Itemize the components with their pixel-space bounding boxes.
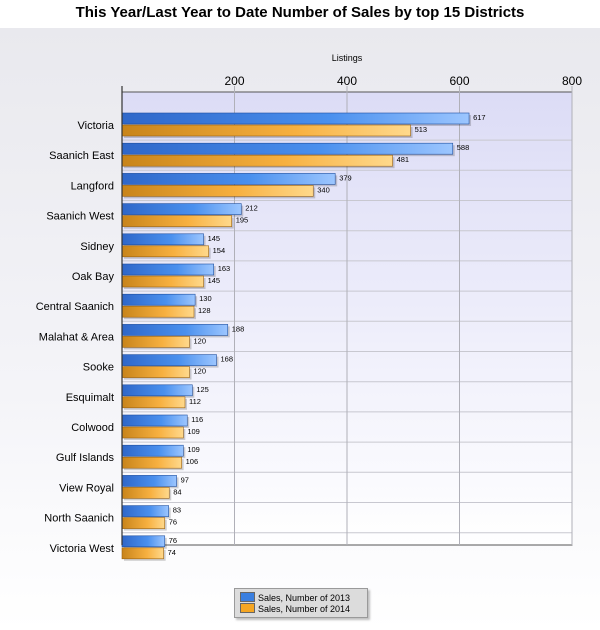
legend-swatch-2013 xyxy=(240,592,255,602)
data-label: 76 xyxy=(169,536,177,545)
data-label: 130 xyxy=(199,294,212,303)
data-label: 145 xyxy=(208,234,221,243)
bar-2014 xyxy=(121,245,209,258)
bar-2014 xyxy=(121,366,190,378)
chart-title: This Year/Last Year to Date Number of Sa… xyxy=(75,4,525,21)
data-label: 76 xyxy=(169,518,177,527)
legend-swatch-2014 xyxy=(240,603,255,613)
category-label: Saanich West xyxy=(46,211,114,223)
bar-2014 xyxy=(121,305,195,318)
bar-2014 xyxy=(121,154,393,167)
legend-label-2013: Sales, Number of 2013 xyxy=(258,593,351,603)
data-label: 128 xyxy=(198,306,211,315)
category-label: Victoria xyxy=(78,120,115,132)
bar-2014 xyxy=(121,336,190,348)
x-tick-label: 200 xyxy=(224,74,244,88)
bar-2013 xyxy=(121,173,336,185)
data-label: 84 xyxy=(173,487,181,496)
data-label: 120 xyxy=(194,367,207,376)
legend-label-2014: Sales, Number of 2014 xyxy=(258,604,351,614)
bar-2014 xyxy=(121,487,170,499)
bar-2013 xyxy=(121,414,188,427)
bar-2013 xyxy=(121,112,470,125)
data-label: 97 xyxy=(181,475,189,484)
category-label: Colwood xyxy=(71,422,114,434)
data-label: 588 xyxy=(457,143,470,152)
bar-2013 xyxy=(121,505,169,517)
bar-2013 xyxy=(121,444,184,457)
category-label: Victoria West xyxy=(50,543,114,555)
bar-2013 xyxy=(121,384,193,397)
category-label: Oak Bay xyxy=(72,271,115,283)
data-label: 168 xyxy=(221,355,234,364)
category-label: Saanich East xyxy=(49,150,114,162)
category-label: View Royal xyxy=(59,482,114,494)
bar-2014 xyxy=(121,517,166,529)
category-label: Malahat & Area xyxy=(39,331,115,343)
bar-2013 xyxy=(121,293,196,306)
bar-2013 xyxy=(121,535,166,548)
bar-2014 xyxy=(121,456,182,469)
data-label: 212 xyxy=(245,204,258,213)
category-label: Sooke xyxy=(83,362,114,374)
bar-2014 xyxy=(121,396,186,409)
data-label: 513 xyxy=(415,125,428,134)
data-label: 145 xyxy=(208,276,221,285)
category-label: Central Saanich xyxy=(36,301,114,313)
data-label: 340 xyxy=(317,185,330,194)
x-tick-label: 600 xyxy=(449,74,469,88)
data-label: 112 xyxy=(189,397,201,406)
data-label: 195 xyxy=(236,216,249,225)
legend-item-2013: Sales, Number of 2013 xyxy=(240,592,350,603)
category-label: Langford xyxy=(71,180,114,192)
bar-2014 xyxy=(121,547,164,560)
category-label: North Saanich xyxy=(44,513,114,525)
data-label: 109 xyxy=(187,427,200,436)
bar-2014 xyxy=(121,215,232,227)
bar-2014 xyxy=(121,426,184,439)
data-label: 188 xyxy=(232,324,245,333)
x-tick-label: 800 xyxy=(562,74,582,88)
data-label: 74 xyxy=(168,548,176,557)
data-label: 109 xyxy=(187,445,200,454)
bar-2014 xyxy=(121,124,411,137)
legend-item-2014: Sales, Number of 2014 xyxy=(240,603,350,614)
data-label: 120 xyxy=(194,336,207,345)
data-label: 617 xyxy=(473,113,486,122)
data-label: 83 xyxy=(173,506,181,515)
data-label: 481 xyxy=(397,155,410,164)
category-label: Esquimalt xyxy=(66,392,114,404)
data-label: 379 xyxy=(339,173,352,182)
legend: Sales, Number of 2013 Sales, Number of 2… xyxy=(234,588,368,618)
data-label: 116 xyxy=(191,415,203,424)
bar-2013 xyxy=(121,263,214,276)
data-label: 163 xyxy=(218,264,231,273)
bar-2013 xyxy=(121,475,177,487)
bar-2013 xyxy=(121,203,242,215)
bar-2013 xyxy=(121,142,454,155)
x-tick-label: 400 xyxy=(337,74,357,88)
bar-2014 xyxy=(121,185,314,197)
category-label: Gulf Islands xyxy=(56,452,115,464)
bar-2013 xyxy=(121,233,204,246)
bar-2013 xyxy=(121,354,217,366)
x-axis-title: Listings xyxy=(332,53,363,63)
bar-2014 xyxy=(121,275,204,288)
data-label: 125 xyxy=(196,385,209,394)
bar-2013 xyxy=(121,324,229,336)
data-label: 106 xyxy=(186,457,199,466)
category-label: Sidney xyxy=(80,241,114,253)
data-label: 154 xyxy=(213,246,226,255)
